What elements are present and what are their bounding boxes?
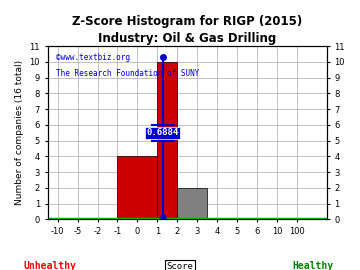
Title: Z-Score Histogram for RIGP (2015)
Industry: Oil & Gas Drilling: Z-Score Histogram for RIGP (2015) Indust… (72, 15, 302, 45)
Text: ©www.textbiz.org: ©www.textbiz.org (56, 53, 130, 62)
Bar (117, 156, 157, 220)
Y-axis label: Number of companies (16 total): Number of companies (16 total) (15, 60, 24, 205)
Text: Healthy: Healthy (293, 261, 334, 270)
Text: The Research Foundation of SUNY: The Research Foundation of SUNY (56, 69, 199, 78)
Bar (177, 188, 207, 220)
Text: Unhealthy: Unhealthy (24, 261, 77, 270)
Text: Score: Score (167, 262, 193, 270)
Text: 0.6884: 0.6884 (146, 128, 179, 137)
Bar (157, 62, 177, 220)
